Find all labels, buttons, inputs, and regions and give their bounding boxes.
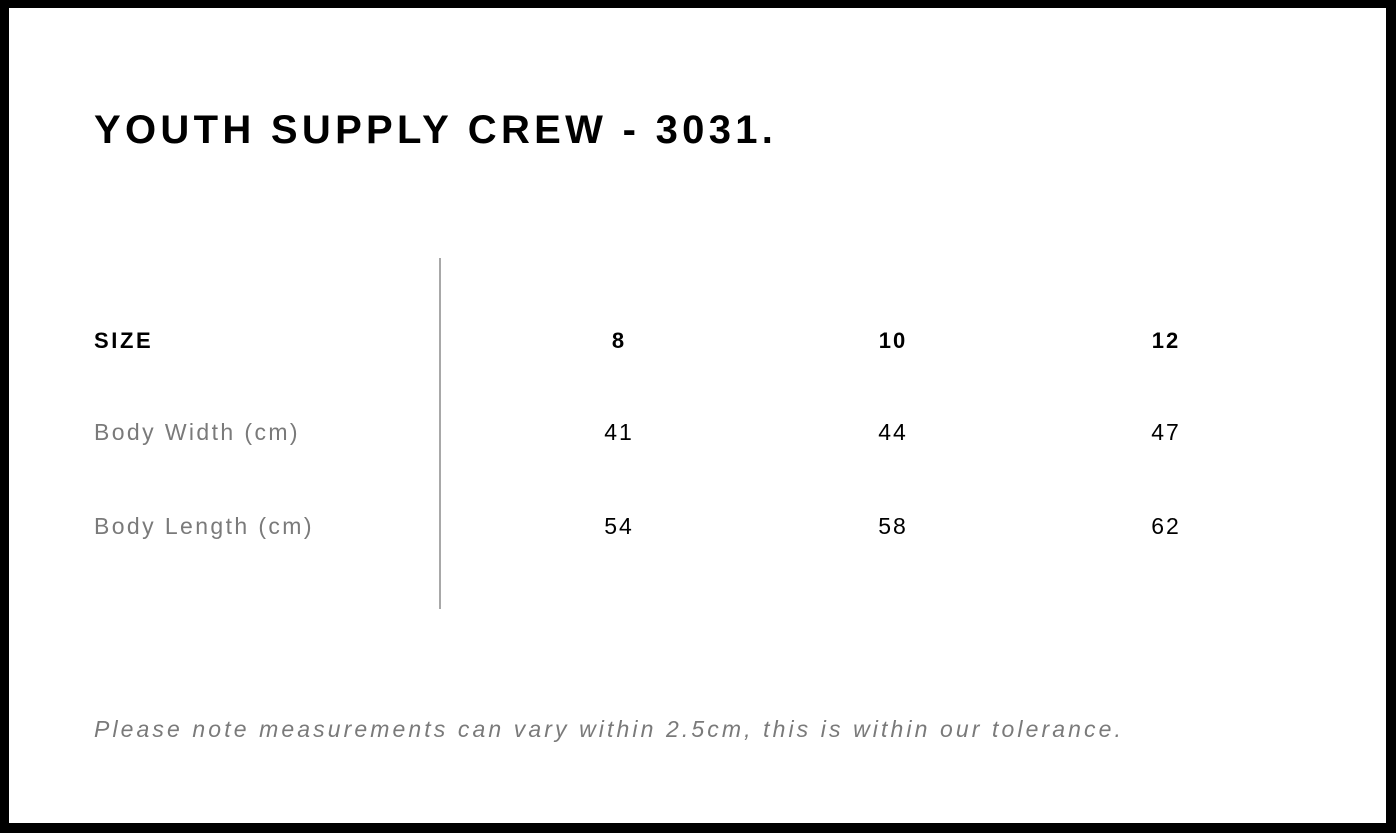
table-cell: 41: [604, 419, 634, 445]
size-header-12: 12: [1151, 328, 1181, 353]
tolerance-note: Please note measurements can vary within…: [94, 716, 1125, 742]
size-header-10: 10: [878, 328, 908, 353]
row-label-body-length: Body Length (cm): [94, 513, 314, 539]
table-cell: 44: [878, 419, 908, 445]
row-label-body-width: Body Width (cm): [94, 419, 300, 445]
table-cell: 47: [1151, 419, 1181, 445]
page-title: YOUTH SUPPLY CREW - 3031.: [94, 108, 778, 152]
column-divider: [439, 258, 441, 609]
size-header-8: 8: [611, 328, 627, 353]
table-cell: 54: [604, 513, 634, 539]
size-header-label: SIZE: [94, 328, 154, 353]
table-cell: 58: [878, 513, 908, 539]
table-cell: 62: [1151, 513, 1181, 539]
size-chart-card: YOUTH SUPPLY CREW - 3031. SIZE 8 10 12 B…: [9, 8, 1386, 823]
